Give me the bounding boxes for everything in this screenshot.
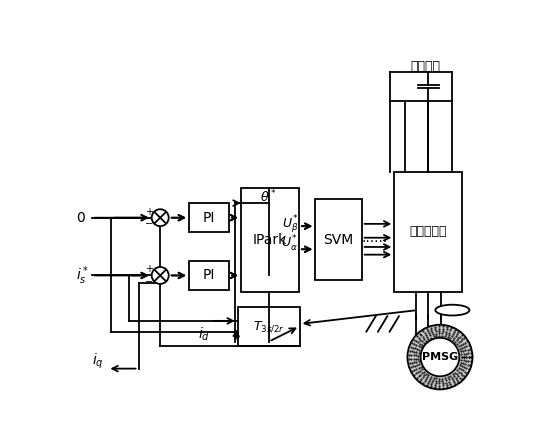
Bar xyxy=(241,188,299,292)
Text: $i_q$: $i_q$ xyxy=(92,351,104,370)
Bar xyxy=(394,172,463,292)
Text: $\theta^*$: $\theta^*$ xyxy=(260,189,277,205)
Text: PI: PI xyxy=(203,269,215,282)
Bar xyxy=(189,203,229,232)
Text: SVM: SVM xyxy=(323,233,354,247)
Text: $U_{\beta}^{*}$: $U_{\beta}^{*}$ xyxy=(282,214,298,236)
Bar xyxy=(238,307,300,345)
Bar xyxy=(315,199,362,280)
Circle shape xyxy=(152,209,169,226)
Text: ......: ...... xyxy=(362,231,388,245)
Ellipse shape xyxy=(436,305,470,315)
Circle shape xyxy=(152,267,169,284)
Text: $i_s^*$: $i_s^*$ xyxy=(76,264,90,287)
Circle shape xyxy=(421,338,459,376)
Text: $U_{\alpha}^{*}$: $U_{\alpha}^{*}$ xyxy=(282,234,298,254)
Text: IPark: IPark xyxy=(253,233,287,247)
Text: $T_{3s/2r}$: $T_{3s/2r}$ xyxy=(252,319,285,334)
Text: PMSG: PMSG xyxy=(422,352,458,362)
Text: +: + xyxy=(145,206,152,217)
Text: $0$: $0$ xyxy=(76,211,86,225)
Bar xyxy=(189,261,229,290)
Text: −: − xyxy=(145,277,153,287)
Text: 直流母线: 直流母线 xyxy=(410,60,440,73)
Circle shape xyxy=(408,325,472,389)
Text: 机側变流器: 机側变流器 xyxy=(410,225,447,239)
Text: PI: PI xyxy=(203,211,215,225)
Text: +: + xyxy=(145,264,152,274)
Text: −: − xyxy=(145,219,153,229)
Text: $i_d$: $i_d$ xyxy=(199,325,211,343)
